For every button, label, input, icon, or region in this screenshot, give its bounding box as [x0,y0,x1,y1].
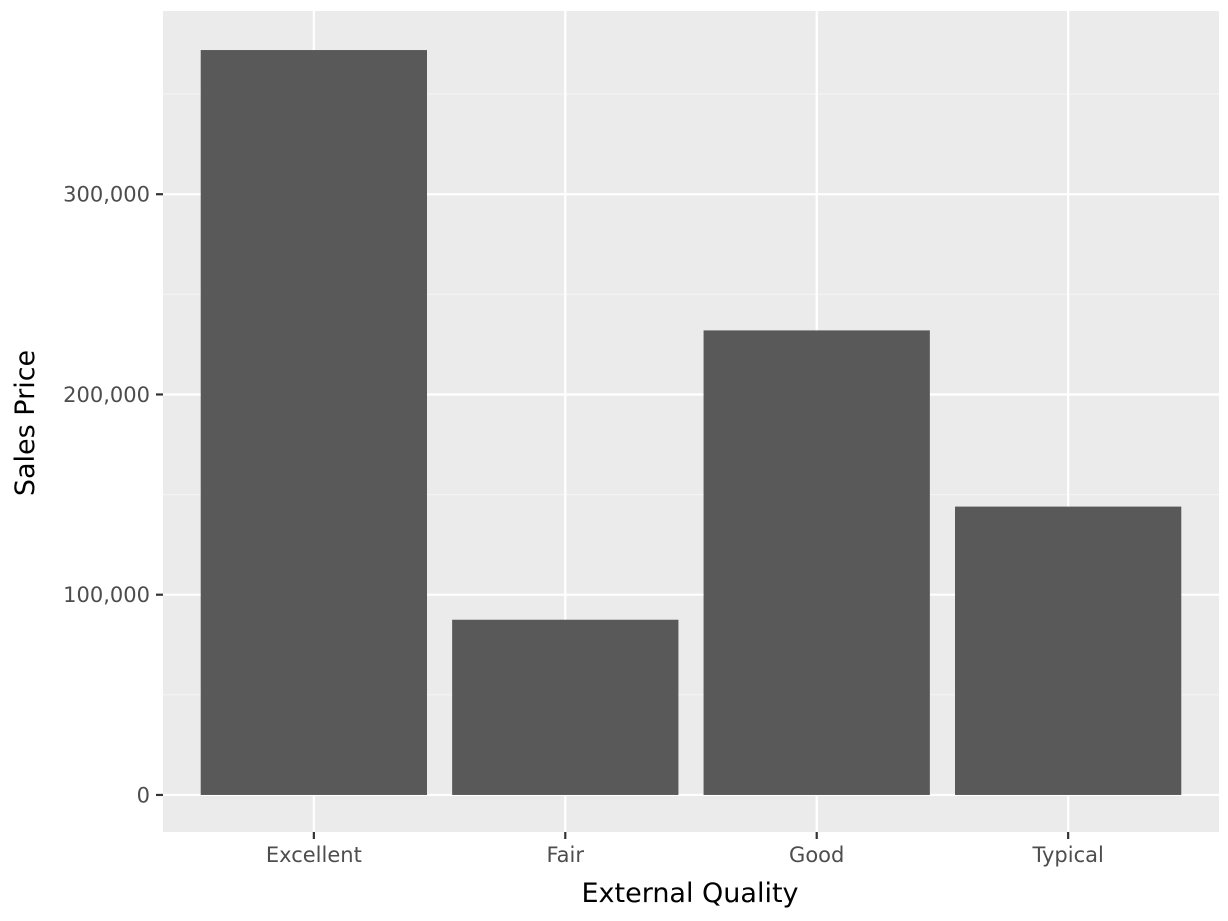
bar-excellent [200,50,427,795]
x-tick-label: Fair [547,843,585,867]
y-tick-label: 300,000 [63,183,150,207]
y-tick-label: 100,000 [63,583,150,607]
x-tick-label: Excellent [266,843,362,867]
x-axis: Excellent Fair Good Typical [266,832,1104,867]
y-axis-title: Sales Price [10,350,41,496]
y-axis: 0 100,000 200,000 300,000 [63,183,163,807]
bar-fair [452,619,679,795]
y-tick-label: 0 [137,783,150,807]
bar-typical [955,506,1182,795]
y-tick-label: 200,000 [63,383,150,407]
bar-good [703,330,930,795]
x-tick-label: Typical [1031,843,1103,867]
x-axis-title: External Quality [581,878,798,909]
x-tick-label: Good [789,843,844,867]
bars [200,50,1182,795]
